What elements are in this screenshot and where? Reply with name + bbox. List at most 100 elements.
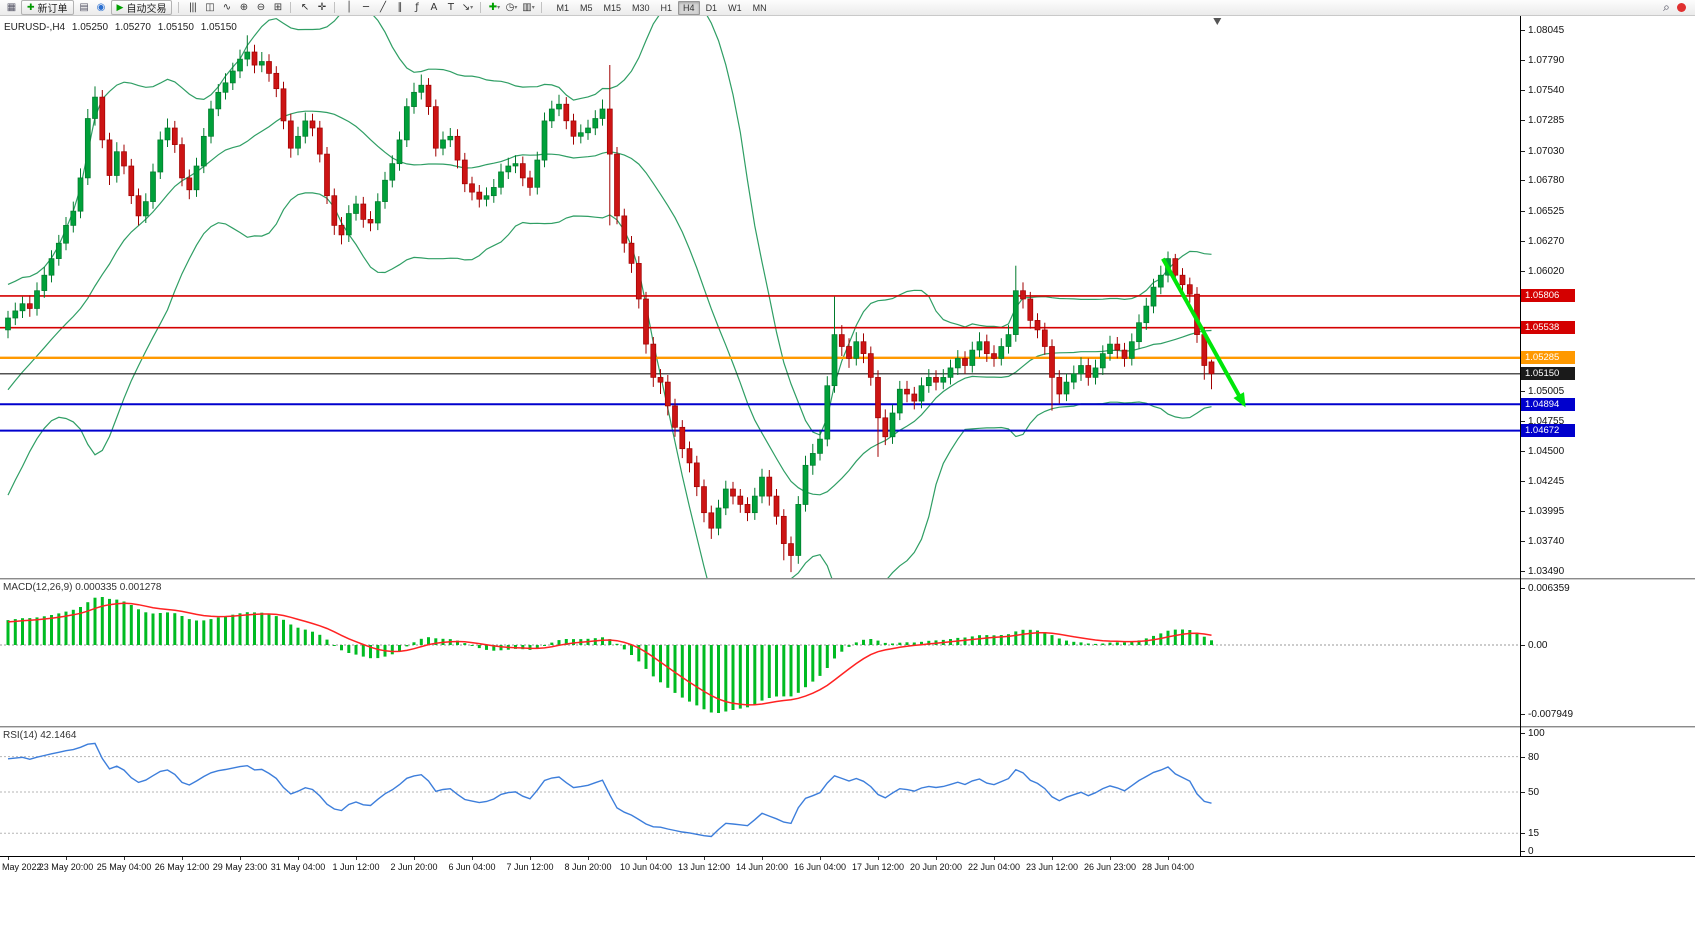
ohlc-close: 1.05150 (200, 22, 237, 33)
price-badge-1.04672: 1.04672 (1521, 424, 1575, 438)
indicators-icon[interactable]: ✚ ▾ (488, 2, 501, 13)
price-tick-mark (1521, 571, 1525, 572)
price-tick-label: 1.07540 (1528, 85, 1565, 96)
time-tick-label: 7 Jun 12:00 (506, 862, 554, 872)
time-tick-mark (472, 857, 473, 860)
cursor-icon[interactable]: ↖ (300, 2, 309, 13)
toolbar: ▦ ✚ 新订单 ▤ ◉ ▶ 自动交易 ||| ◫ ∿ ⊕ ⊖ ⊞ ↖ ✛ │ ─ ╱ ∥ ƒ A T ↘ ▾ ✚ ▾ ◷ ▾ ▥ ▾ M1 M… (0, 0, 1695, 16)
price-tick-mark (1521, 90, 1525, 91)
price-tick-mark (1521, 150, 1525, 152)
time-tick-label: 28 Jun 04:00 (1141, 862, 1195, 872)
price-tick-label: 1.05005 (1528, 386, 1565, 397)
price-badge-1.05150: 1.05150 (1521, 367, 1575, 381)
price-axis[interactable]: 1.08045 1.07790 1.07540 1.07285 1.07030 1.067… (1521, 16, 1695, 578)
time-tick-mark (1052, 857, 1053, 860)
price-tick-label: 1.07030 (1528, 145, 1565, 157)
new-chart-icon[interactable]: ▦ (6, 2, 16, 13)
price-tick-mark (1521, 481, 1525, 483)
main-chart-panel[interactable]: EURUSD-,H4 1.05250 1.05270 1.05150 1.051… (0, 16, 1520, 578)
timeframe-M1[interactable]: M1 (556, 2, 569, 13)
trendline-icon[interactable]: ╱ (379, 2, 386, 13)
price-tick-mark (1521, 541, 1525, 543)
zoom-out-icon[interactable]: ⊖ (256, 2, 265, 13)
periods-icon[interactable]: ◷ ▾ (505, 2, 518, 13)
price-tick-mark (1521, 511, 1525, 512)
ohlc-high: 1.05270 (114, 22, 151, 33)
line-chart-icon[interactable]: ∿ (222, 2, 231, 13)
horizontal-lines-layer[interactable] (0, 295, 1520, 432)
price-tick-label: 1.04500 (1528, 446, 1565, 457)
tile-windows-icon[interactable]: ⊞ (273, 2, 282, 13)
label-icon[interactable]: T (447, 2, 454, 13)
time-tick-mark (1168, 857, 1169, 860)
autotrading-button[interactable]: ▶ 自动交易 (110, 0, 173, 15)
candles-layer (5, 35, 1215, 573)
macd-axis[interactable]: 0.006359 0.00 -0.007949 (1521, 580, 1695, 726)
time-tick-label: 13 Jun 12:00 (677, 862, 731, 872)
search-icon[interactable]: ⌕ (1663, 0, 1670, 14)
price-tick-mark (1521, 180, 1525, 182)
time-tick-label: 2 Jun 20:00 (390, 862, 438, 872)
notification-badge[interactable] (1677, 3, 1686, 12)
macd-label: MACD(12,26,9) 0.000335 0.001278 (3, 582, 162, 593)
time-tick-label: 8 Jun 20:00 (564, 862, 612, 872)
timeframe-D1[interactable]: D1 (705, 2, 718, 13)
timeframe-W1[interactable]: W1 (728, 2, 742, 13)
arrows-tool-icon[interactable]: ↘ ▾ (461, 2, 474, 13)
timeframe-M5[interactable]: M5 (579, 2, 593, 13)
new-order-button[interactable]: ✚ 新订单 (21, 0, 74, 15)
time-tick-mark (994, 857, 995, 860)
time-tick-mark (530, 857, 531, 860)
time-tick-label: 6 Jun 04:00 (448, 862, 496, 872)
time-tick-label: 14 Jun 20:00 (735, 862, 789, 872)
timeframe-M15[interactable]: M15 (603, 2, 622, 13)
panel-splitter[interactable] (0, 726, 1695, 728)
candlestick-chart-icon[interactable]: ◫ (205, 2, 214, 13)
navigator-icon[interactable]: ◉ (96, 2, 106, 13)
rsi-tick-label: 0 (1528, 846, 1534, 857)
bar-chart-icon[interactable]: ||| (188, 2, 197, 13)
template-icon[interactable]: ▥ ▾ (522, 2, 535, 13)
channel-icon[interactable]: ∥ (397, 2, 402, 13)
price-chart-svg (0, 16, 1520, 578)
macd-tick-label: 0.00 (1528, 640, 1548, 651)
time-tick-mark (356, 857, 357, 860)
macd-tick-label: 0.006359 (1528, 583, 1570, 594)
time-tick-label: 17 Jun 12:00 (851, 862, 905, 872)
time-tick-mark (878, 857, 879, 860)
macd-panel[interactable]: MACD(12,26,9) 0.000335 0.001278 (0, 580, 1520, 726)
rsi-axis[interactable]: 100 80 50 15 0 (1521, 728, 1695, 857)
rsi-panel[interactable]: RSI(14) 42.1464 (0, 728, 1520, 856)
timeframe-group: M1 M5 M15 M30 H1 H4 D1 W1 MN (551, 0, 771, 15)
time-axis[interactable]: May 2022 23 May 20:00 25 May 04:00 26 May 1… (0, 857, 1695, 878)
price-tick-mark (1521, 451, 1525, 452)
timeframe-H4[interactable]: H4 (678, 0, 700, 15)
time-tick-mark (124, 857, 125, 860)
rsi-tick-label: 80 (1528, 751, 1540, 763)
horizontal-line-icon[interactable]: ─ (362, 2, 369, 13)
trend-arrow[interactable] (1161, 257, 1246, 408)
time-tick-label: 23 Jun 12:00 (1025, 862, 1079, 872)
zoom-in-icon[interactable]: ⊕ (239, 2, 248, 13)
fibonacci-icon[interactable]: ƒ (415, 2, 419, 13)
new-order-button-icon: ✚ (27, 2, 35, 13)
price-badge-1.05285: 1.05285 (1521, 351, 1575, 365)
price-axis-border (1520, 16, 1521, 856)
timeframe-MN[interactable]: MN (752, 2, 767, 13)
macd-signal-line (7, 602, 1212, 706)
price-tick-mark (1521, 60, 1525, 62)
rsi-tick-mark (1521, 851, 1525, 852)
price-tick-label: 1.04755 (1528, 415, 1565, 427)
ohlc-open: 1.05250 (71, 22, 109, 33)
time-tick-mark (588, 857, 589, 860)
macd-tick-mark (1521, 714, 1525, 715)
vertical-line-icon[interactable]: │ (345, 2, 352, 13)
chart-window-icon[interactable]: ▤ (79, 2, 88, 13)
panel-splitter[interactable] (0, 578, 1695, 580)
timeframe-M30[interactable]: M30 (632, 2, 650, 13)
text-icon[interactable]: A (430, 2, 438, 13)
crosshair-icon[interactable]: ✛ (317, 2, 326, 13)
timeframe-H1[interactable]: H1 (660, 2, 673, 13)
candlestick-chart[interactable] (0, 16, 1520, 578)
